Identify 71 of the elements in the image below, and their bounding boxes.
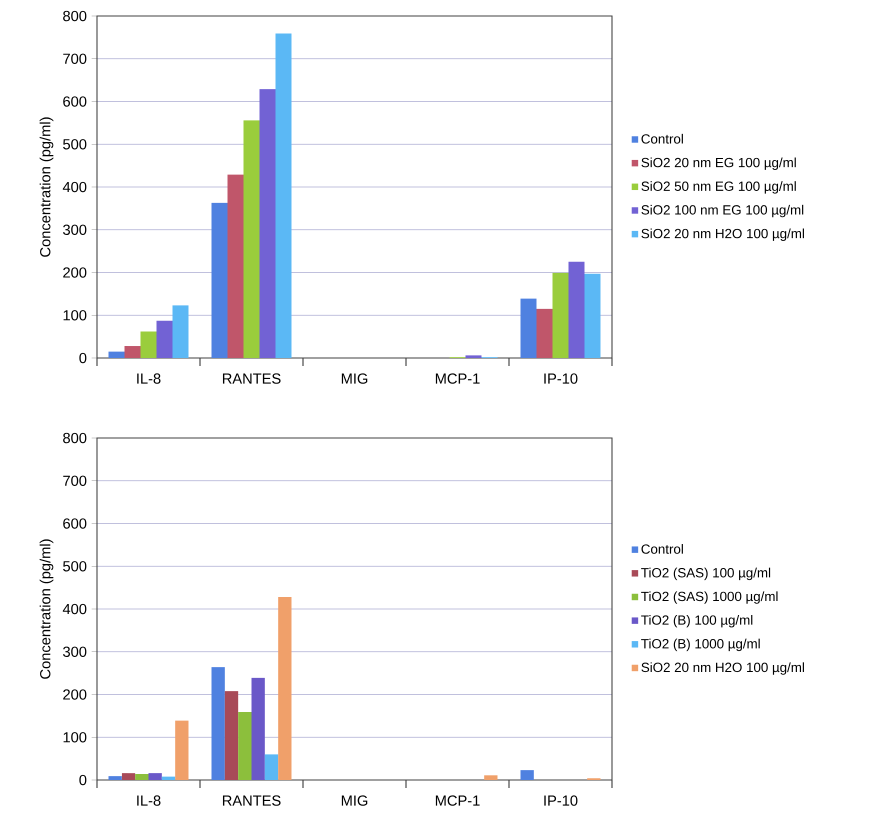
bar: [520, 770, 534, 780]
y-tick-label: 500: [63, 139, 86, 150]
legend-label: TiO2 (SAS) 100 µg/ml: [641, 568, 770, 580]
bar: [584, 274, 600, 358]
x-tick-label: IL-8: [137, 795, 160, 806]
legend-label: TiO2 (SAS) 1000 µg/ml: [641, 591, 778, 604]
x-tick-label: IL-8: [137, 373, 160, 384]
legend-label: SiO2 50 nm EG 100 µg/ml: [641, 181, 796, 194]
bar: [135, 774, 148, 780]
bar: [108, 776, 122, 780]
bar: [466, 355, 482, 358]
legend-label: TiO2 (B) 1000 µg/ml: [641, 638, 760, 652]
x-tick-label: MCP-1: [436, 795, 480, 806]
bar: [252, 678, 265, 780]
bar: [124, 346, 140, 358]
y-tick-label: 700: [63, 476, 86, 486]
y-tick-label: 100: [64, 310, 86, 320]
y-tick-label: 600: [63, 518, 86, 529]
x-tick-label: RANTES: [222, 373, 281, 384]
y-tick-label: 200: [63, 267, 86, 278]
bar: [140, 331, 156, 358]
bar: [212, 667, 225, 780]
legend-label: SiO2 100 nm EG 100 µg/ml: [641, 204, 804, 218]
bar: [228, 174, 244, 358]
legend-label: Control: [642, 134, 683, 144]
y-tick-label: 400: [62, 604, 86, 614]
bar: [172, 305, 188, 358]
y-tick-label: 0: [79, 352, 86, 364]
y-tick-label: 600: [63, 96, 86, 107]
bar: [212, 202, 228, 358]
bar: [108, 352, 125, 358]
bar: [175, 720, 188, 780]
y-tick-label: 0: [79, 774, 86, 786]
legend-label: SiO2 20 nm EG 100 µg/ml: [641, 158, 796, 170]
bar: [552, 272, 568, 358]
legend-label: SiO2 20 nm H2O 100 µg/ml: [641, 228, 804, 241]
bar: [244, 120, 260, 358]
x-tick-label: IP-10: [544, 373, 578, 384]
y-axis-title: Concentration (pg/ml): [40, 539, 54, 679]
bar: [148, 773, 162, 780]
bar: [122, 773, 136, 780]
y-tick-label: 400: [62, 182, 86, 192]
y-tick-label: 300: [63, 646, 86, 657]
bar: [264, 754, 278, 780]
y-tick-label: 200: [63, 689, 86, 700]
bar: [536, 308, 552, 358]
bar: [156, 320, 172, 358]
y-axis-title: Concentration (pg/ml): [40, 117, 54, 257]
bar: [484, 775, 498, 780]
y-tick-label: 100: [64, 732, 86, 742]
x-tick-label: IP-10: [544, 795, 578, 806]
legend-label: SiO2 20 nm H2O 100 µg/ml: [641, 662, 804, 675]
x-tick-label: MCP-1: [436, 373, 480, 384]
x-tick-label: MIG: [342, 795, 368, 806]
y-tick-label: 800: [63, 432, 86, 444]
y-tick-label: 700: [63, 54, 86, 64]
legend-label: TiO2 (B) 100 µg/ml: [641, 615, 752, 628]
y-tick-label: 800: [63, 10, 86, 22]
x-tick-label: MIG: [342, 373, 368, 384]
bar: [568, 262, 584, 358]
legend-label: Control: [642, 544, 683, 554]
bar: [238, 712, 252, 780]
y-tick-label: 300: [63, 224, 86, 235]
bar: [224, 691, 238, 780]
x-tick-label: RANTES: [222, 795, 281, 806]
bar: [260, 89, 276, 358]
bar: [520, 298, 536, 358]
bar: [278, 597, 292, 780]
y-tick-label: 500: [63, 561, 86, 572]
bar: [162, 776, 176, 780]
bar: [276, 34, 292, 358]
